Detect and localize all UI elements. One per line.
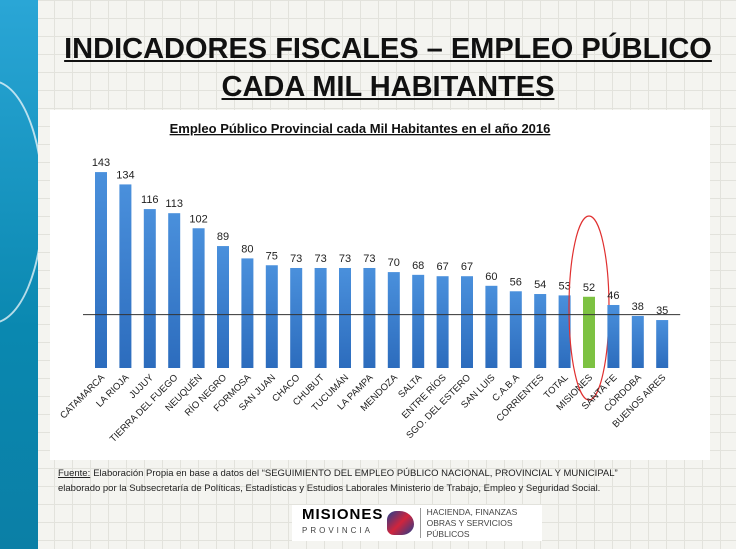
source-text-2: elaborado por la Subsecretaría de Políti… — [58, 483, 601, 494]
page-title: INDICADORES FISCALES – EMPLEO PÚBLICO CA… — [64, 33, 712, 103]
bar-tierra-del-fuego — [168, 213, 181, 368]
data-label: 89 — [217, 231, 229, 243]
bar-sgo-del-estero — [461, 276, 473, 368]
bar-total — [558, 295, 571, 368]
bar-jujuy — [143, 209, 156, 368]
chart: Empleo Público Provincial cada Mil Habit… — [50, 110, 710, 460]
data-label: 73 — [314, 253, 326, 265]
data-label: 56 — [510, 276, 522, 288]
bar-la-rioja — [119, 184, 132, 368]
data-label: 73 — [363, 253, 375, 265]
data-label: 116 — [141, 194, 159, 206]
data-label: 143 — [92, 157, 110, 169]
data-label: 52 — [583, 282, 595, 294]
data-label: 73 — [339, 253, 351, 265]
bar-san-luis — [485, 285, 498, 368]
bar-entre-r-os — [436, 276, 449, 368]
logo-name: MISIONES — [302, 506, 384, 523]
dept-line-1: HACIENDA, FINANZAS — [426, 506, 518, 517]
source-note: Fuente: Elaboración Propia en base a dato… — [58, 466, 618, 496]
province-map-icon — [387, 511, 414, 535]
bar-corrientes — [534, 294, 547, 368]
bar-neuqu-n — [192, 228, 205, 368]
bar-catamarca — [95, 172, 107, 368]
data-label: 67 — [461, 261, 473, 273]
bar-chart: Empleo Público Provincial cada Mil Habit… — [58, 121, 681, 445]
data-label: 60 — [485, 271, 497, 283]
bar-salta — [412, 274, 425, 368]
bar-c-rdoba — [631, 315, 644, 368]
dept-line-2: OBRAS Y SERVICIOS PÚBLICOS — [426, 517, 513, 539]
data-label: 67 — [436, 261, 448, 273]
data-label: 134 — [116, 169, 134, 181]
data-label: 54 — [534, 279, 546, 291]
bar-mendoza — [387, 272, 400, 368]
decorative-side-band — [0, 0, 38, 549]
data-label: 68 — [412, 260, 424, 272]
data-label: 73 — [290, 253, 302, 265]
logo: MISIONES PROVINCIA HACIENDA, FINANZAS OBRA… — [292, 505, 542, 541]
data-label: 70 — [388, 257, 400, 269]
logo-sub: PROVINCIA — [302, 526, 374, 535]
data-label: 113 — [165, 198, 183, 210]
bar-r-o-negro — [217, 246, 229, 368]
data-label: 35 — [656, 305, 668, 317]
bar-misiones — [583, 296, 595, 368]
divider — [419, 508, 421, 538]
bar-buenos-aires — [656, 320, 669, 368]
data-label: 75 — [266, 250, 278, 262]
data-label: 38 — [632, 301, 644, 313]
bar-chaco — [290, 267, 303, 368]
bar-tucum-n — [339, 267, 351, 368]
bar-chubut — [314, 267, 327, 368]
data-label: 80 — [241, 243, 253, 255]
chart-title: Empleo Público Provincial cada Mil Habit… — [170, 121, 551, 136]
source-text: Elaboración Propia en base a datos del “… — [93, 468, 618, 479]
bar-formosa — [241, 258, 254, 368]
bar-c-a-b-a — [509, 291, 522, 368]
data-label: 46 — [607, 290, 619, 302]
data-label: 102 — [189, 213, 207, 225]
data-label: 53 — [558, 280, 570, 292]
bar-san-juan — [265, 265, 278, 368]
source-label: Fuente: — [58, 468, 91, 479]
bar-la-pampa — [363, 267, 376, 368]
bar-santa-fe — [607, 304, 620, 368]
